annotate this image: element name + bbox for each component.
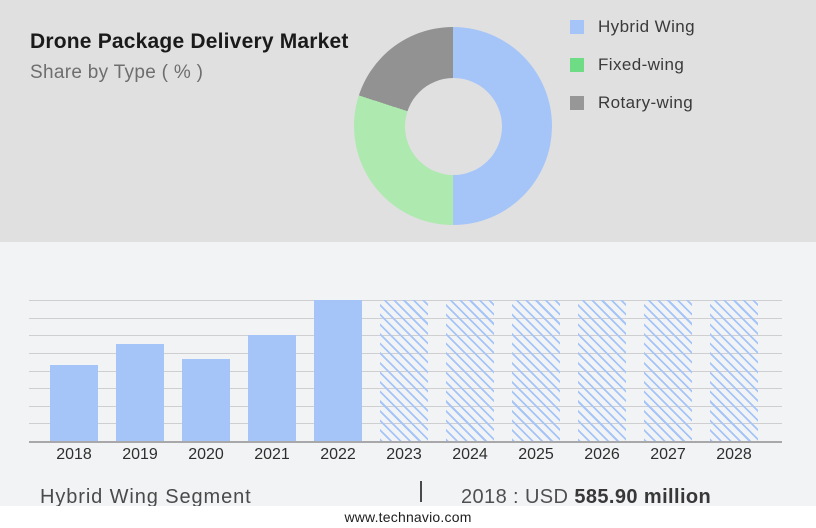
x-tick-2021: 2021 bbox=[254, 446, 290, 463]
donut-hole bbox=[404, 77, 502, 175]
legend-label: Fixed-wing bbox=[598, 54, 685, 74]
legend-label: Rotary-wing bbox=[598, 92, 694, 112]
bar-2020 bbox=[182, 359, 230, 441]
value-separator bbox=[420, 481, 422, 502]
value-bold: 585.90 million bbox=[574, 486, 712, 508]
x-tick-2019: 2019 bbox=[122, 446, 158, 463]
x-tick-2025: 2025 bbox=[518, 446, 554, 463]
website-url: www.technavio.com bbox=[344, 509, 472, 525]
x-tick-2027: 2027 bbox=[650, 446, 686, 463]
legend-label: Hybrid Wing bbox=[598, 16, 695, 36]
x-tick-2028: 2028 bbox=[716, 446, 752, 463]
legend: Hybrid Wing Fixed-wing Rotary-wing bbox=[570, 16, 695, 112]
legend-item-hybrid-wing: Hybrid Wing bbox=[570, 16, 695, 36]
x-tick-2026: 2026 bbox=[584, 446, 620, 463]
forecast-bar-2027 bbox=[644, 300, 692, 441]
forecast-bar-2024 bbox=[446, 300, 494, 441]
page-title: Drone Package Delivery Market bbox=[30, 30, 349, 53]
legend-swatch-hybrid-wing bbox=[570, 19, 584, 34]
x-axis-line bbox=[29, 441, 782, 443]
site-footer: www.technavio.com bbox=[0, 506, 816, 528]
segment-label: Hybrid Wing Segment bbox=[40, 486, 252, 508]
x-tick-2022: 2022 bbox=[320, 446, 356, 463]
x-tick-2020: 2020 bbox=[188, 446, 224, 463]
forecast-bar-2023 bbox=[380, 300, 428, 441]
bar-2022 bbox=[314, 300, 362, 441]
value-prefix: 2018 : USD bbox=[461, 486, 575, 508]
forecast-bar-2028 bbox=[710, 300, 758, 441]
legend-swatch-fixed-wing bbox=[570, 57, 584, 72]
bar-2018 bbox=[50, 364, 98, 441]
bar-2021 bbox=[248, 335, 296, 441]
donut-chart bbox=[354, 27, 552, 225]
legend-swatch-rotary-wing bbox=[570, 95, 584, 110]
x-tick-2024: 2024 bbox=[452, 446, 488, 463]
header-panel: Drone Package Delivery Market Share by T… bbox=[0, 0, 816, 242]
bar-2019 bbox=[116, 343, 164, 441]
market-value: 2018 : USD 585.90 million bbox=[461, 486, 711, 509]
forecast-bar-2026 bbox=[578, 300, 626, 441]
x-tick-2023: 2023 bbox=[386, 446, 422, 463]
bar-chart-section: 2018 2019 2020 2021 2022 2023 2024 2025 2026 2027… bbox=[0, 242, 816, 509]
bar-plot: 2018 2019 2020 2021 2022 2023 2024 2025 2026 2027… bbox=[29, 300, 782, 463]
forecast-bar-2025 bbox=[512, 300, 560, 441]
x-tick-2018: 2018 bbox=[56, 446, 92, 463]
legend-item-rotary-wing: Rotary-wing bbox=[570, 92, 695, 112]
legend-item-fixed-wing: Fixed-wing bbox=[570, 54, 695, 74]
page-subtitle: Share by Type ( % ) bbox=[30, 62, 204, 83]
